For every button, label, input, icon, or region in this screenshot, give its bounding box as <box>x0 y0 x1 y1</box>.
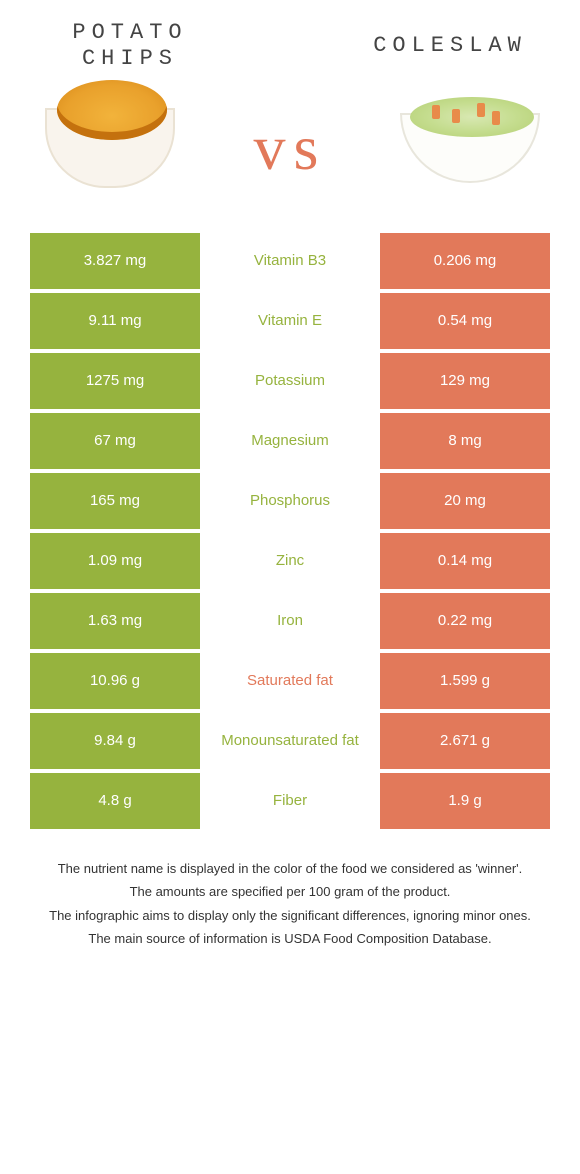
table-row: 1275 mgPotassium129 mg <box>30 353 550 409</box>
footnotes: The nutrient name is displayed in the co… <box>40 859 540 949</box>
nutrient-label: Vitamin E <box>200 293 380 349</box>
footnote-line: The main source of information is USDA F… <box>40 929 540 949</box>
table-row: 9.84 gMonounsaturated fat2.671 g <box>30 713 550 769</box>
value-left: 9.11 mg <box>30 293 200 349</box>
nutrient-label: Vitamin B3 <box>200 233 380 289</box>
table-row: 1.63 mgIron0.22 mg <box>30 593 550 649</box>
footnote-line: The amounts are specified per 100 gram o… <box>40 882 540 902</box>
value-left: 10.96 g <box>30 653 200 709</box>
nutrient-label: Saturated fat <box>200 653 380 709</box>
table-row: 3.827 mgVitamin B30.206 mg <box>30 233 550 289</box>
food-right-image <box>390 83 550 213</box>
food-left-title-line1: Potato <box>30 20 230 46</box>
vs-label: vs <box>254 111 327 185</box>
food-left-image <box>30 83 190 213</box>
value-left: 165 mg <box>30 473 200 529</box>
nutrient-label: Iron <box>200 593 380 649</box>
nutrient-label: Potassium <box>200 353 380 409</box>
footnote-line: The nutrient name is displayed in the co… <box>40 859 540 879</box>
table-row: 10.96 gSaturated fat1.599 g <box>30 653 550 709</box>
table-row: 9.11 mgVitamin E0.54 mg <box>30 293 550 349</box>
nutrient-label: Zinc <box>200 533 380 589</box>
value-right: 20 mg <box>380 473 550 529</box>
images-row: vs <box>0 83 580 233</box>
value-left: 67 mg <box>30 413 200 469</box>
value-left: 1275 mg <box>30 353 200 409</box>
value-right: 8 mg <box>380 413 550 469</box>
value-right: 0.22 mg <box>380 593 550 649</box>
value-left: 1.63 mg <box>30 593 200 649</box>
table-row: 4.8 gFiber1.9 g <box>30 773 550 829</box>
header: Potato chips Coleslaw <box>0 0 580 83</box>
nutrient-label: Phosphorus <box>200 473 380 529</box>
value-right: 2.671 g <box>380 713 550 769</box>
value-left: 4.8 g <box>30 773 200 829</box>
comparison-table: 3.827 mgVitamin B30.206 mg9.11 mgVitamin… <box>30 233 550 829</box>
food-left-title-line2: chips <box>30 46 230 72</box>
value-right: 1.9 g <box>380 773 550 829</box>
coleslaw-icon <box>400 113 540 183</box>
value-left: 1.09 mg <box>30 533 200 589</box>
value-right: 0.54 mg <box>380 293 550 349</box>
table-row: 165 mgPhosphorus20 mg <box>30 473 550 529</box>
food-right-title: Coleslaw <box>350 33 550 59</box>
value-left: 9.84 g <box>30 713 200 769</box>
value-right: 1.599 g <box>380 653 550 709</box>
chips-icon <box>45 108 175 188</box>
footnote-line: The infographic aims to display only the… <box>40 906 540 926</box>
value-right: 129 mg <box>380 353 550 409</box>
nutrient-label: Monounsaturated fat <box>200 713 380 769</box>
value-right: 0.206 mg <box>380 233 550 289</box>
nutrient-label: Fiber <box>200 773 380 829</box>
value-right: 0.14 mg <box>380 533 550 589</box>
table-row: 1.09 mgZinc0.14 mg <box>30 533 550 589</box>
table-row: 67 mgMagnesium8 mg <box>30 413 550 469</box>
food-left-title: Potato chips <box>30 20 230 73</box>
value-left: 3.827 mg <box>30 233 200 289</box>
nutrient-label: Magnesium <box>200 413 380 469</box>
